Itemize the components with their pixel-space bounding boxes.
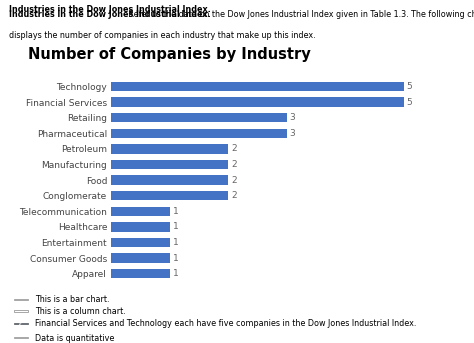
Text: 2: 2 bbox=[231, 144, 237, 153]
FancyBboxPatch shape bbox=[14, 299, 28, 300]
Text: 2: 2 bbox=[231, 191, 237, 200]
FancyBboxPatch shape bbox=[14, 322, 28, 324]
Text: Industries in the Dow Jones Industrial Index.: Industries in the Dow Jones Industrial I… bbox=[9, 10, 211, 19]
Bar bbox=[111, 269, 170, 278]
Bar bbox=[111, 144, 228, 154]
Text: Data is quantitative: Data is quantitative bbox=[35, 333, 114, 343]
Bar bbox=[111, 160, 228, 169]
FancyBboxPatch shape bbox=[14, 310, 28, 312]
Text: Industries in the Dow Jones Industrial Index.: Industries in the Dow Jones Industrial I… bbox=[9, 5, 211, 14]
Text: 3: 3 bbox=[290, 113, 295, 122]
FancyBboxPatch shape bbox=[14, 337, 28, 339]
Text: 1: 1 bbox=[173, 207, 179, 216]
Text: 5: 5 bbox=[407, 98, 412, 107]
Text: 3: 3 bbox=[290, 129, 295, 138]
Bar bbox=[111, 191, 228, 200]
Text: 1: 1 bbox=[173, 238, 179, 247]
Bar bbox=[111, 82, 403, 91]
Text: 2: 2 bbox=[231, 160, 237, 169]
Text: Financial Services and Technology each have five companies in the Dow Jones Indu: Financial Services and Technology each h… bbox=[35, 319, 416, 328]
Text: Refer to the data on the Dow Jones Industrial Index given in Table 1.3. The foll: Refer to the data on the Dow Jones Indus… bbox=[126, 10, 474, 19]
Text: 1: 1 bbox=[173, 222, 179, 231]
Text: 2: 2 bbox=[231, 176, 237, 185]
Bar bbox=[111, 97, 403, 107]
Bar bbox=[111, 206, 170, 216]
Bar bbox=[111, 253, 170, 263]
Text: displays the number of companies in each industry that make up this index.: displays the number of companies in each… bbox=[9, 31, 316, 40]
Text: ✓: ✓ bbox=[18, 321, 24, 327]
Text: This is a column chart.: This is a column chart. bbox=[35, 307, 125, 316]
Bar bbox=[111, 113, 287, 122]
Text: Number of Companies by Industry: Number of Companies by Industry bbox=[28, 47, 311, 62]
Text: 5: 5 bbox=[407, 82, 412, 91]
Bar bbox=[111, 175, 228, 185]
Text: This is a bar chart.: This is a bar chart. bbox=[35, 295, 109, 304]
Bar bbox=[111, 129, 287, 138]
Bar bbox=[111, 238, 170, 247]
Text: 1: 1 bbox=[173, 269, 179, 278]
Bar bbox=[111, 222, 170, 232]
Text: 1: 1 bbox=[173, 253, 179, 262]
